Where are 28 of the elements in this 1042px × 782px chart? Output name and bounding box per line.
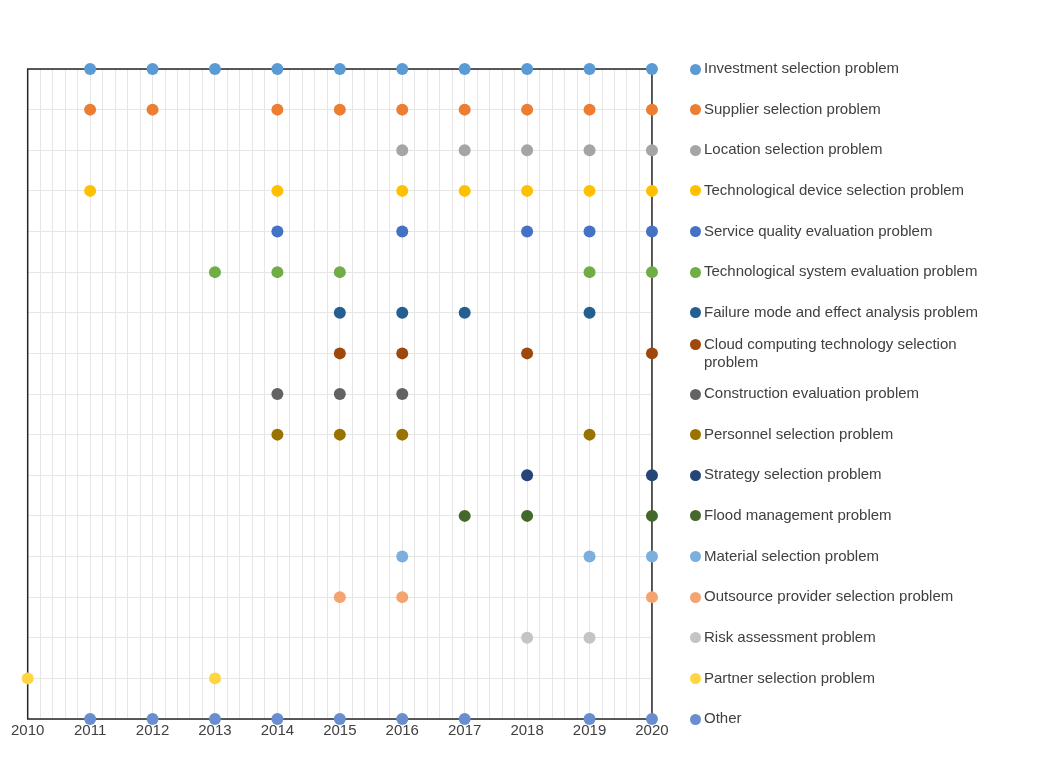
x-tick-label: 2017 — [447, 721, 482, 739]
y-tick-label: Supplier selection problem — [703, 99, 881, 117]
y-tick-label: Other — [703, 709, 742, 727]
x-tick-label: 2015 — [323, 721, 357, 739]
x-tick-label: 2016 — [385, 721, 419, 739]
y-tick-label: Technological device selection problem — [703, 181, 965, 199]
y-tick-label: Strategy selection problem — [703, 465, 882, 483]
x-tick-label: 2010 — [11, 721, 45, 739]
y-tick-label: Construction evaluation problem — [703, 384, 920, 402]
x-tick-label: 2014 — [260, 721, 295, 739]
x-tick-label: 2018 — [510, 721, 544, 739]
y-tick-label: Outsource provider selection problem — [703, 587, 954, 605]
x-tick-label: 2013 — [198, 721, 232, 739]
y-tick-label: Partner selection problem — [703, 668, 875, 686]
x-tick-label: 2019 — [572, 721, 607, 739]
y-tick-label: Technological system evaluation problem — [703, 262, 978, 280]
x-tick-label: 2012 — [135, 721, 170, 739]
y-tick-label: Service quality evaluation problem — [703, 221, 933, 239]
x-tick-label: 2011 — [73, 721, 107, 739]
y-tick-label: Cloud computing technology selection problem — [703, 334, 957, 370]
y-tick-label: Material selection problem — [703, 546, 880, 564]
y-tick-label: Personnel selection problem — [703, 424, 894, 442]
y-tick-label: Failure mode and effect analysis problem — [703, 302, 979, 320]
y-tick-label: Location selection problem — [703, 140, 883, 158]
x-tick-label: 2020 — [635, 721, 669, 739]
y-tick-label: Risk assessment problem — [703, 627, 876, 645]
y-tick-label: Flood management problem — [703, 506, 892, 524]
y-tick-label: Investment selection problem — [703, 59, 900, 77]
